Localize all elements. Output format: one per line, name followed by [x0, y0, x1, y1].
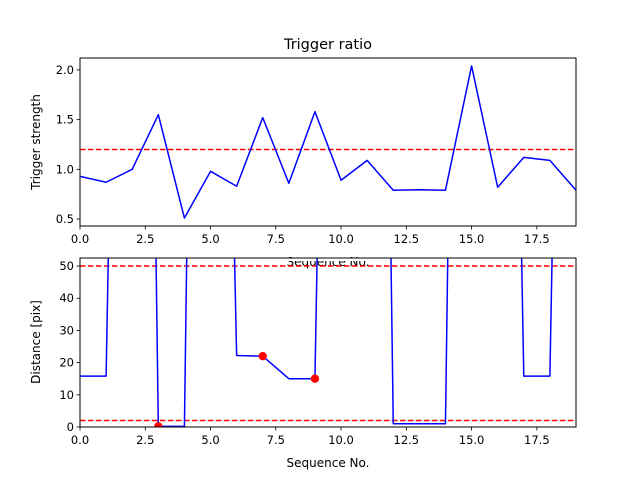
top-x-tick-label: 15.0: [459, 232, 485, 246]
bottom-x-tick-label: 7.5: [267, 433, 285, 447]
bottom-x-tick-label: 2.5: [136, 433, 154, 447]
bottom-y-tick-label: 0: [67, 420, 74, 434]
top-chart-title: Trigger ratio: [283, 37, 372, 53]
bottom-marker-point: [310, 374, 320, 383]
bottom-y-tick-label: 20: [59, 356, 74, 370]
bottom-marker-point: [154, 422, 163, 427]
bottom-x-axis-label: Sequence No.: [287, 456, 370, 470]
bottom-x-tick-label: 15.0: [459, 433, 485, 447]
top-x-tick-label: 5.0: [201, 232, 219, 246]
bottom-axes-background-edge: [80, 258, 576, 261]
top-series-line-0: [80, 65, 576, 219]
top-ticks: 0.0 2.5 5.0 7.5 10.0 12.5 15.0 17.5 0.5 1.0 1.5 2.0: [56, 63, 550, 246]
top-axes-frame: [79, 57, 577, 227]
top-plot-area: [80, 65, 576, 219]
top-y-tick-label: 1.0: [56, 162, 74, 176]
bottom-x-tick-label: 5.0: [201, 433, 219, 447]
bottom-plot-area: [80, 258, 576, 427]
bottom-x-tick-label: 10.0: [328, 433, 354, 447]
bottom-y-tick-label: 10: [59, 388, 74, 402]
bottom-y-tick-label: 30: [59, 323, 74, 337]
top-y-tick-label: 1.5: [56, 113, 74, 127]
top-y-tick-label: 2.0: [56, 63, 74, 77]
bottom-panel: 0.0 2.5 5.0 7.5 10.0 12.5 15.0 17.501020304050 …: [29, 257, 577, 470]
bottom-x-tick-label: 12.5: [394, 433, 420, 447]
top-x-tick-label: 10.0: [328, 232, 354, 246]
top-y-axis-label: Trigger strength: [29, 94, 43, 191]
top-x-tick-label: 0.0: [71, 232, 89, 246]
top-x-tick-label: 17.5: [524, 232, 550, 246]
top-x-tick-label: 2.5: [136, 232, 154, 246]
bottom-x-tick-label: 0.0: [71, 433, 89, 447]
bottom-y-tick-label: 40: [59, 291, 74, 305]
bottom-y-axis-label: Distance [pix]: [29, 300, 43, 384]
bottom-marker-point: [258, 351, 267, 361]
top-x-tick-label: 7.5: [267, 232, 285, 246]
bottom-ticks: 0.0 2.5 5.0 7.5 10.0 12.5 15.0 17.5 0 10 20 30 40 50: [59, 259, 549, 447]
top-x-axis-label: Sequence No.: [287, 255, 370, 269]
bottom-series-line-0: [80, 258, 553, 427]
bottom-y-tick-label: 50: [59, 259, 74, 273]
top-y-tick-label: 0.5: [56, 212, 74, 226]
bottom-x-tick-label: 17.5: [524, 433, 550, 447]
bottom-axes-frame: [79, 257, 577, 428]
top-x-tick-label: 12.5: [394, 232, 420, 246]
